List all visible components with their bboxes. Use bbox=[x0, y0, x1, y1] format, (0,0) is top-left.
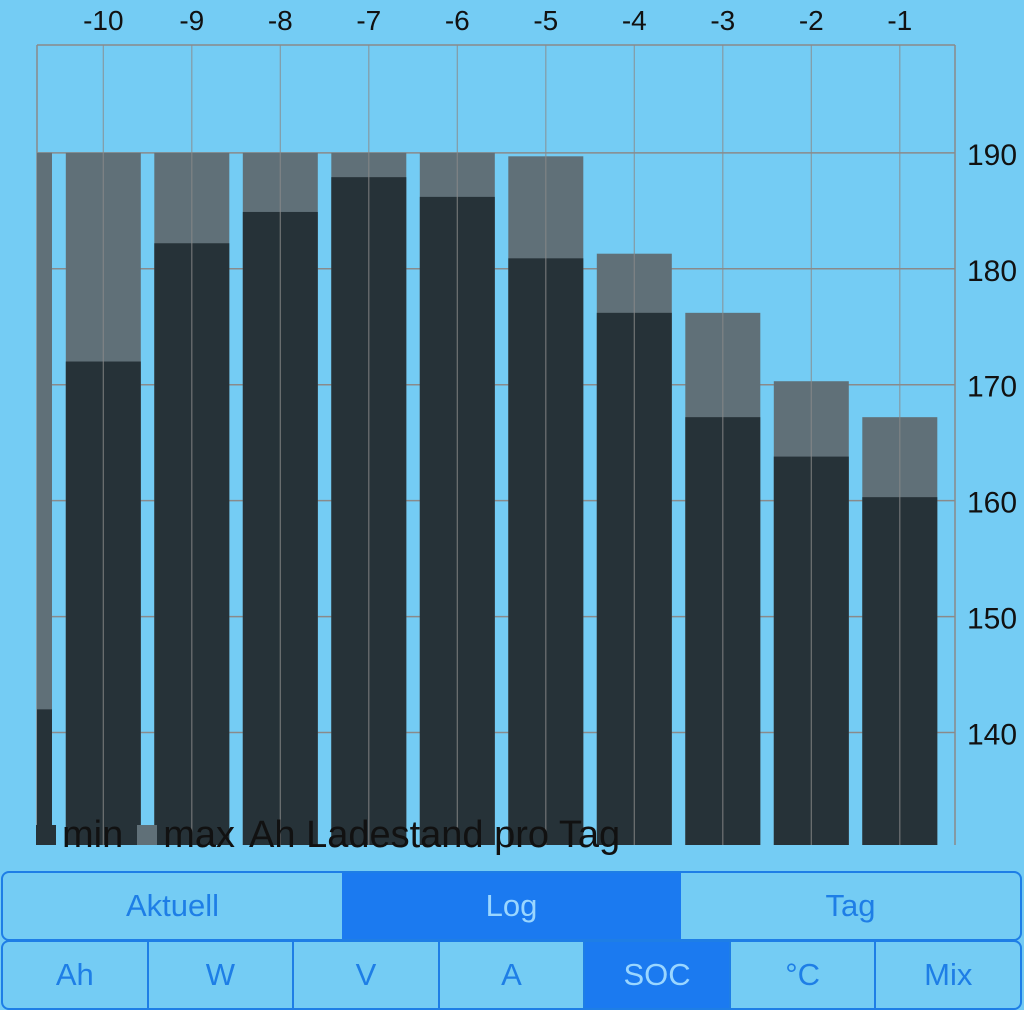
y-tick-label: 150 bbox=[967, 603, 1017, 636]
legend-label-min: min bbox=[62, 813, 124, 856]
tab-ah[interactable]: Ah bbox=[3, 942, 149, 1008]
x-tick-label: -3 bbox=[710, 5, 735, 36]
bar-min-partial bbox=[37, 709, 52, 845]
x-tick-label: -1 bbox=[887, 5, 912, 36]
x-tick-label: -6 bbox=[445, 5, 470, 36]
y-tick-label: 170 bbox=[967, 371, 1017, 404]
x-tick-label: -4 bbox=[622, 5, 647, 36]
mode-segmented-control: Aktuell Log Tag bbox=[1, 871, 1022, 941]
y-tick-label: 160 bbox=[967, 487, 1017, 520]
tab-w[interactable]: W bbox=[149, 942, 295, 1008]
x-tick-label: -8 bbox=[268, 5, 293, 36]
tab-mix[interactable]: Mix bbox=[924, 957, 973, 992]
bar-max-partial bbox=[37, 152, 52, 846]
tab-celsius[interactable]: °C bbox=[731, 942, 877, 1008]
x-tick-label: -10 bbox=[83, 5, 123, 36]
y-tick-label: 180 bbox=[967, 255, 1017, 288]
y-tick-label: 190 bbox=[967, 139, 1017, 172]
y-tick-label: 140 bbox=[967, 719, 1017, 752]
tab-soc[interactable]: SOC bbox=[585, 942, 731, 1008]
legend-swatch-max bbox=[137, 825, 158, 845]
x-tick-label: -5 bbox=[533, 5, 558, 36]
legend-label-max: max bbox=[163, 813, 236, 856]
chart-title: Ah Ladestand pro Tag bbox=[249, 813, 621, 856]
tab-tag[interactable]: Tag bbox=[825, 888, 876, 923]
chart-area: 140 150 160 170 180 190 -10 -9 -8 -7 -6 -5 -4 -3 -2 -1 … bbox=[36, 5, 1017, 860]
x-tick-label: -9 bbox=[179, 5, 204, 36]
legend-swatch-min bbox=[36, 825, 56, 845]
tab-a[interactable]: A bbox=[440, 942, 586, 1008]
unit-segmented-control: Ah W V A SOC °C Mix bbox=[1, 940, 1022, 1010]
x-tick-label: -7 bbox=[356, 5, 381, 36]
bar-chart: 140 150 160 170 180 190 -10 -9 -8 -7 -6 -5 -4 -3 -2 -1 bbox=[36, 5, 1017, 846]
x-tick-label: -2 bbox=[799, 5, 824, 36]
chart-legend: min max Ah Ladestand pro Tag bbox=[36, 810, 620, 860]
tab-log[interactable]: Log bbox=[342, 873, 681, 939]
tab-aktuell[interactable]: Aktuell bbox=[125, 888, 220, 923]
tab-v[interactable]: V bbox=[294, 942, 440, 1008]
